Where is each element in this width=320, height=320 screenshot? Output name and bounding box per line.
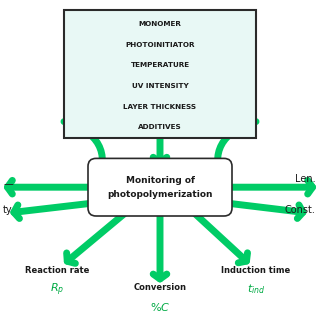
Text: Len.: Len. (295, 174, 315, 184)
Text: $t_{ind}$: $t_{ind}$ (247, 283, 265, 297)
Text: Reaction rate: Reaction rate (25, 266, 90, 275)
Text: TEMPERATURE: TEMPERATURE (131, 62, 189, 68)
Text: —: — (3, 179, 13, 189)
FancyBboxPatch shape (88, 158, 232, 216)
Text: $\%C$: $\%C$ (150, 300, 170, 313)
Text: Induction time: Induction time (221, 266, 291, 275)
Text: photopolymerization: photopolymerization (107, 190, 213, 199)
Text: ty: ty (3, 204, 13, 215)
Text: PHOTOINITIATOR: PHOTOINITIATOR (125, 42, 195, 48)
Text: Const.: Const. (284, 204, 315, 215)
Text: MONOMER: MONOMER (139, 21, 181, 27)
Text: ADDITIVES: ADDITIVES (138, 124, 182, 130)
Text: LAYER THICKNESS: LAYER THICKNESS (124, 104, 196, 110)
FancyBboxPatch shape (64, 10, 256, 138)
Text: UV INTENSITY: UV INTENSITY (132, 83, 188, 89)
Text: $R_p$: $R_p$ (51, 281, 65, 298)
Text: Conversion: Conversion (133, 284, 187, 292)
Text: Monitoring of: Monitoring of (125, 176, 195, 185)
